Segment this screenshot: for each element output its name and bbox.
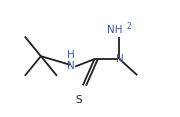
Text: N: N — [116, 54, 123, 64]
Text: S: S — [75, 95, 82, 105]
Text: NH: NH — [107, 25, 123, 35]
Text: 2: 2 — [127, 22, 132, 31]
Text: N: N — [67, 61, 75, 71]
Text: H: H — [67, 50, 75, 60]
